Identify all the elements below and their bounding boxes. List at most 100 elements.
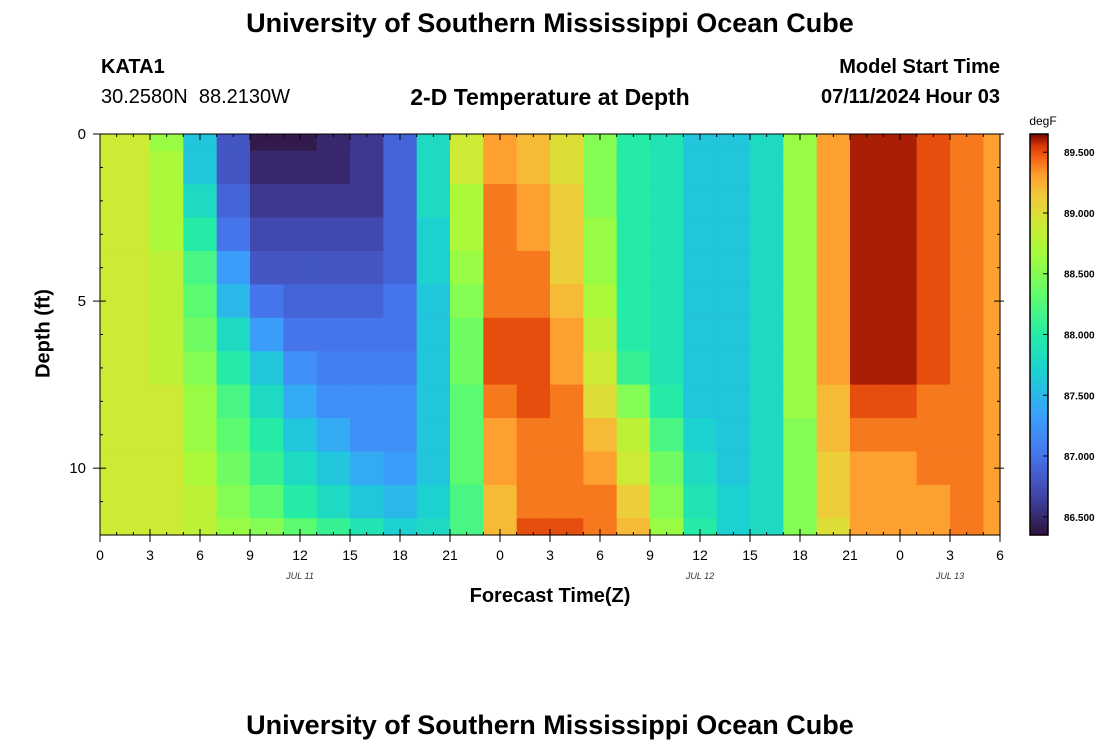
heatmap-cell — [116, 317, 151, 352]
heatmap-cell — [783, 384, 818, 419]
heatmap-cell — [783, 250, 818, 285]
heatmap-cell — [750, 250, 784, 285]
heatmap-cell — [416, 384, 451, 419]
heatmap-cell — [450, 351, 484, 386]
heatmap-cell — [383, 418, 418, 453]
heatmap-cell — [750, 518, 784, 536]
heatmap-cell — [183, 518, 218, 536]
heatmap-cell — [250, 150, 284, 185]
heatmap-cell — [150, 284, 184, 319]
heatmap-cell — [183, 134, 218, 152]
heatmap-cell — [100, 150, 118, 185]
heatmap-cell — [483, 134, 518, 152]
heatmap-cell — [850, 134, 884, 152]
heatmap-cell — [183, 317, 218, 352]
heatmap-cell — [983, 418, 1001, 453]
x-tick-label: 3 — [946, 547, 954, 563]
heatmap-cell — [183, 284, 218, 319]
heatmap-cell — [350, 250, 384, 285]
heatmap-cell — [750, 134, 784, 152]
heatmap-cell — [583, 384, 618, 419]
colorbar-tick-label: 87.000 — [1064, 452, 1095, 463]
heatmap-cell — [150, 484, 184, 519]
heatmap-cell — [216, 518, 251, 536]
heatmap-cell — [950, 518, 984, 536]
heatmap-cell — [816, 418, 851, 453]
heatmap-cell — [816, 317, 851, 352]
heatmap-cell — [650, 284, 684, 319]
y-tick-label: 10 — [69, 460, 86, 477]
heatmap-cell — [716, 451, 751, 486]
colorbar-unit: degF — [1029, 114, 1056, 128]
heatmap-cell — [516, 317, 551, 352]
heatmap-cell — [850, 351, 884, 386]
heatmap-cell — [650, 317, 684, 352]
heatmap-cell — [100, 451, 118, 486]
heatmap-cell — [716, 351, 751, 386]
heatmap-cell — [716, 284, 751, 319]
heatmap-cell — [283, 150, 318, 185]
heatmap-cell — [150, 518, 184, 536]
heatmap-cell — [783, 184, 818, 219]
heatmap-cell — [183, 250, 218, 285]
heatmap-cell — [116, 284, 151, 319]
heatmap-cell — [100, 184, 118, 219]
heatmap-cell — [450, 284, 484, 319]
heatmap-cell — [616, 150, 651, 185]
heatmap-cell — [883, 217, 918, 252]
heatmap-cell — [916, 451, 951, 486]
heatmap-cell — [350, 518, 384, 536]
heatmap-cell — [350, 217, 384, 252]
heatmap-cell — [983, 184, 1001, 219]
heatmap-cell — [650, 351, 684, 386]
heatmap-cell — [950, 134, 984, 152]
heatmap-cell — [883, 150, 918, 185]
x-tick-label: 3 — [146, 547, 154, 563]
heatmap-cell — [716, 518, 751, 536]
heatmap-cell — [650, 150, 684, 185]
heatmap-cell — [350, 484, 384, 519]
heatmap-cell — [416, 484, 451, 519]
heatmap-cell — [216, 184, 251, 219]
colorbar-tick-label: 89.500 — [1064, 148, 1095, 159]
heatmap-cells — [100, 134, 1001, 536]
heatmap-cell — [883, 284, 918, 319]
heatmap-cell — [983, 317, 1001, 352]
heatmap-cell — [750, 184, 784, 219]
heatmap-cell — [683, 351, 718, 386]
heatmap-cell — [816, 250, 851, 285]
heatmap-cell — [316, 451, 351, 486]
heatmap-cell — [816, 150, 851, 185]
heatmap-cell — [483, 451, 518, 486]
heatmap-cell — [450, 250, 484, 285]
heatmap-cell — [716, 217, 751, 252]
heatmap-cell — [583, 451, 618, 486]
heatmap-cell — [283, 317, 318, 352]
heatmap-cell — [683, 250, 718, 285]
heatmap-cell — [350, 351, 384, 386]
heatmap-cell — [100, 317, 118, 352]
heatmap-cell — [650, 518, 684, 536]
heatmap-cell — [216, 484, 251, 519]
heatmap-cell — [750, 284, 784, 319]
heatmap-cell — [583, 317, 618, 352]
heatmap-cell — [150, 384, 184, 419]
heatmap-cell — [983, 250, 1001, 285]
heatmap-cell — [716, 384, 751, 419]
heatmap-cell — [716, 317, 751, 352]
heatmap-cell — [616, 250, 651, 285]
heatmap-cell — [283, 451, 318, 486]
heatmap-cell — [350, 451, 384, 486]
heatmap-cell — [783, 351, 818, 386]
heatmap-cell — [950, 184, 984, 219]
heatmap-cell — [283, 184, 318, 219]
heatmap-cell — [316, 250, 351, 285]
heatmap-cell — [150, 217, 184, 252]
chart-subtitle: 2-D Temperature at Depth — [410, 84, 690, 110]
heatmap-cell — [283, 351, 318, 386]
heatmap-cell — [283, 250, 318, 285]
heatmap-cell — [850, 150, 884, 185]
heatmap-cell — [383, 134, 418, 152]
heatmap-cell — [650, 184, 684, 219]
